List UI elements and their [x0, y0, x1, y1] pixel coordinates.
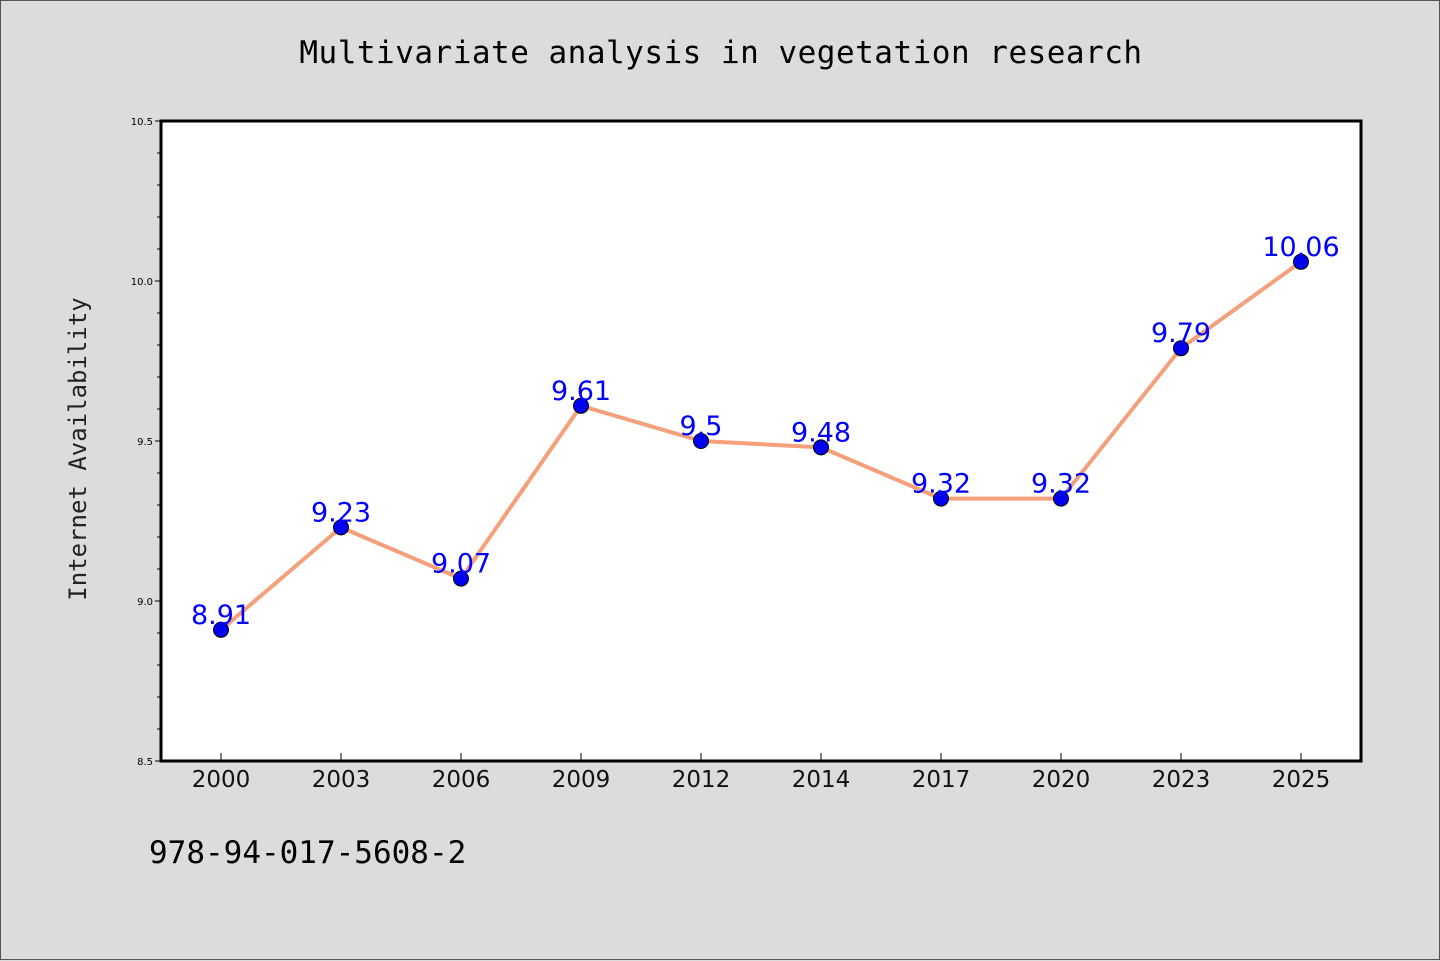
y-tick-label: 9.0 — [137, 597, 153, 608]
data-label: 10.06 — [1262, 232, 1339, 263]
data-point — [453, 570, 469, 587]
x-tick-label: 2006 — [432, 767, 491, 793]
data-point — [813, 439, 829, 456]
data-point — [693, 433, 709, 449]
x-tick-label: 2017 — [912, 767, 971, 793]
data-point — [213, 621, 229, 638]
y-tick-label: 10.5 — [131, 117, 153, 128]
x-tick-label: 2009 — [552, 767, 611, 793]
data-point — [1293, 253, 1309, 270]
data-point — [1173, 340, 1189, 357]
x-tick-label: 2023 — [1152, 767, 1211, 793]
plot-area — [159, 119, 1363, 763]
data-label: 9.5 — [680, 411, 723, 442]
data-label: 8.91 — [191, 600, 251, 631]
data-point — [1053, 490, 1069, 507]
y-tick-label: 8.5 — [137, 757, 153, 768]
data-point — [573, 397, 589, 414]
data-label: 9.79 — [1151, 318, 1211, 349]
x-tick-label: 2012 — [672, 767, 731, 793]
data-point — [933, 490, 949, 507]
data-point — [333, 519, 349, 536]
y-tick-label: 10.0 — [131, 277, 153, 288]
series-line — [219, 260, 1303, 632]
x-tick-label: 2025 — [1272, 767, 1331, 793]
data-label: 9.61 — [551, 376, 611, 407]
isbn-code: 978-94-017-5608-2 — [149, 835, 467, 871]
data-label: 9.32 — [1031, 469, 1091, 500]
data-label: 9.23 — [311, 497, 371, 528]
x-tick-label: 2003 — [312, 767, 371, 793]
x-tick-label: 2020 — [1032, 767, 1091, 793]
data-label: 9.32 — [911, 469, 971, 500]
data-label: 9.07 — [431, 549, 491, 580]
x-tick-label: 2014 — [792, 767, 851, 793]
x-tick-label: 2000 — [192, 767, 251, 793]
chart-title: Multivariate analysis in vegetation rese… — [299, 35, 1143, 71]
y-tick-label: 9.5 — [137, 437, 153, 448]
data-label: 9.48 — [791, 417, 851, 448]
